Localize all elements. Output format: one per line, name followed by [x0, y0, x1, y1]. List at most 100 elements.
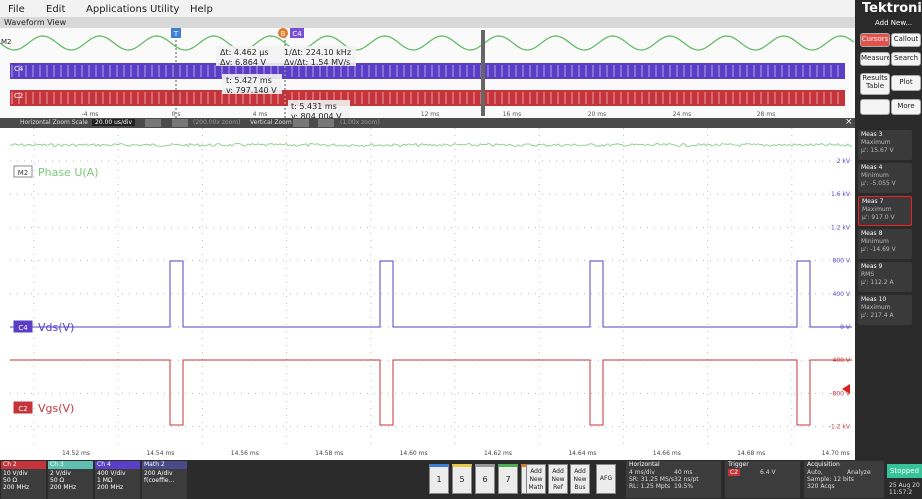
- overview: M2 C4 C2 -4 ms 0 s 4 ms 12 ms 16 ms 20 ms 24 ms 28…: [0, 28, 855, 118]
- overview-c2-band: [10, 90, 845, 106]
- time-label: 14.56 ms: [231, 450, 259, 457]
- horizontal-setting: 32 ns/pt: [674, 476, 699, 483]
- sidebar-button[interactable]: Measure: [860, 52, 890, 66]
- scale-label: 400 V: [833, 291, 851, 298]
- sidebar-button[interactable]: Plot: [891, 75, 921, 91]
- sidebar-button[interactable]: Cursors: [860, 33, 890, 47]
- measurement-name: Meas 4: [861, 164, 883, 171]
- sidebar-button[interactable]: Callout: [891, 33, 921, 47]
- marker-b: [278, 28, 288, 38]
- measurement-type: Maximum: [861, 304, 891, 311]
- horizontal-setting: 40 ms: [674, 469, 693, 476]
- channel-badge[interactable]: 400 V/div 1 MΩ 200 MHz: [95, 461, 140, 499]
- menu-item[interactable]: File: [8, 4, 25, 15]
- marker-label: C4: [292, 30, 302, 38]
- add-new-button[interactable]: Add New Ref: [548, 464, 568, 494]
- overview-time-label: -4 ms: [82, 111, 99, 118]
- overview-time-label: 20 ms: [588, 111, 607, 118]
- cursor-readout: 1/Δt: 224.10 kHz: [284, 48, 351, 57]
- time-label: 14.52 ms: [62, 450, 90, 457]
- add-new-label: Add New...: [875, 19, 913, 27]
- channel-button[interactable]: 1: [429, 464, 449, 494]
- sidebar-button[interactable]: Results Table: [860, 73, 890, 95]
- time-label: 14.58 ms: [315, 450, 343, 457]
- scale-label: 2 kV: [837, 158, 851, 165]
- horizontal-title: Horizontal: [629, 461, 660, 468]
- sidebar-button[interactable]: Search: [891, 52, 921, 66]
- trace-badge: [13, 401, 33, 414]
- menu-item[interactable]: Edit: [46, 4, 66, 15]
- measurement-card[interactable]: Meas 10 Maximum µ': 217.4 A: [858, 295, 912, 325]
- measurement-value: µ': -5.055 V: [861, 180, 896, 187]
- overview-channel-label: M2: [1, 38, 12, 46]
- date: 25 Aug 20: [889, 482, 920, 489]
- measurement-value: µ': 15.67 V: [861, 147, 894, 154]
- measurement-card[interactable]: Meas 9 RMS µ': 112.2 A: [858, 262, 912, 292]
- channel-setting: 200 MHz: [50, 484, 77, 491]
- menu-item[interactable]: Help: [190, 4, 213, 15]
- time-label: 14.54 ms: [146, 450, 174, 457]
- trace-name: Vds(V): [38, 321, 74, 334]
- menu-item[interactable]: Utility: [150, 4, 180, 15]
- measurement-name: Meas 10: [861, 296, 887, 303]
- channel-badge[interactable]: 2 V/div 50 Ω 200 MHz: [48, 461, 93, 499]
- measurement-card[interactable]: Meas 3 Maximum µ': 15.67 V: [858, 130, 912, 160]
- acquisition-setting: Sample: 12 bits: [807, 476, 854, 483]
- close-button[interactable]: ×: [845, 117, 853, 127]
- channel-button[interactable]: 7: [498, 464, 518, 494]
- scale-label: -1.2 kV: [829, 424, 851, 431]
- horizontal-panel[interactable]: [626, 461, 721, 498]
- view-title: Waveform View: [4, 18, 67, 27]
- zoom-factor: (200.00x zoom): [193, 119, 241, 126]
- measurement-card[interactable]: Meas 8 Minimum µ': -14.69 V: [858, 229, 912, 259]
- scale-label: -400 V: [830, 357, 851, 364]
- zoom-in-button[interactable]: [293, 119, 309, 127]
- channel-name: Ch 4: [97, 461, 111, 468]
- add-new-button[interactable]: Add New Bus: [570, 464, 590, 494]
- add-new-button[interactable]: Add New Math: [526, 464, 546, 494]
- snapshot-button[interactable]: [860, 99, 890, 115]
- channel-setting: 10 V/div: [3, 470, 28, 477]
- channel-button[interactable]: 5: [452, 464, 472, 494]
- zoom-out-button[interactable]: [318, 119, 334, 127]
- marker-c4: [290, 28, 304, 38]
- afg-button[interactable]: AFG: [596, 464, 616, 494]
- brand-logo: Tektronix: [862, 1, 922, 16]
- overview-time-label: 16 ms: [503, 111, 522, 118]
- time-label: 14.60 ms: [400, 450, 428, 457]
- channel-setting: 2 V/div: [50, 470, 71, 477]
- cursor-readout: Δv/Δt: 1.54 MV/s: [284, 58, 350, 67]
- cursor-readout: v: 804.004 V: [291, 112, 342, 118]
- sidebar-button[interactable]: More: [891, 99, 921, 115]
- view-header: Waveform View: [0, 17, 855, 28]
- channel-button[interactable]: 6: [475, 464, 495, 494]
- cursor-readout: t: 5.427 ms: [226, 76, 272, 85]
- run-status[interactable]: Stopped: [887, 464, 922, 478]
- measurement-name: Meas 7: [862, 198, 884, 205]
- measurement-card[interactable]: Meas 7 Maximum µ': 917.0 V: [858, 196, 912, 226]
- trigger-panel[interactable]: [725, 461, 800, 498]
- acquisition-panel[interactable]: [804, 461, 884, 498]
- measurement-type: Maximum: [862, 206, 892, 213]
- measurement-card[interactable]: Meas 4 Minimum µ': -5.055 V: [858, 163, 912, 193]
- readout-box: [216, 46, 356, 66]
- trace-badge-label: C2: [18, 405, 27, 413]
- cursor-readout: v: 797.140 V: [226, 86, 277, 95]
- acquisition-setting: 320 Acqs: [807, 483, 835, 490]
- c2-trace: [10, 359, 852, 426]
- zoom-out-button[interactable]: [172, 119, 188, 127]
- overview-channel-label: C4: [14, 65, 24, 73]
- zoom-in-button[interactable]: [145, 119, 161, 127]
- marker-label: B: [281, 30, 286, 38]
- scale-label: 1.2 kV: [831, 224, 851, 231]
- time-label: 14.66 ms: [653, 450, 681, 457]
- channel-setting: 1 MΩ: [97, 477, 113, 484]
- channel-setting: f(coeffie...: [144, 477, 175, 484]
- channel-name: Ch 2: [3, 461, 17, 468]
- menu-item[interactable]: Applications: [86, 4, 148, 15]
- channel-badge[interactable]: 200 A/div f(coeffie...: [142, 461, 187, 499]
- marker-t: [171, 28, 181, 38]
- channel-setting: 400 V/div: [97, 470, 126, 477]
- channel-badge[interactable]: 10 V/div 50 Ω 200 MHz: [1, 461, 46, 499]
- cursor-readout: t: 5.431 ms: [291, 102, 337, 111]
